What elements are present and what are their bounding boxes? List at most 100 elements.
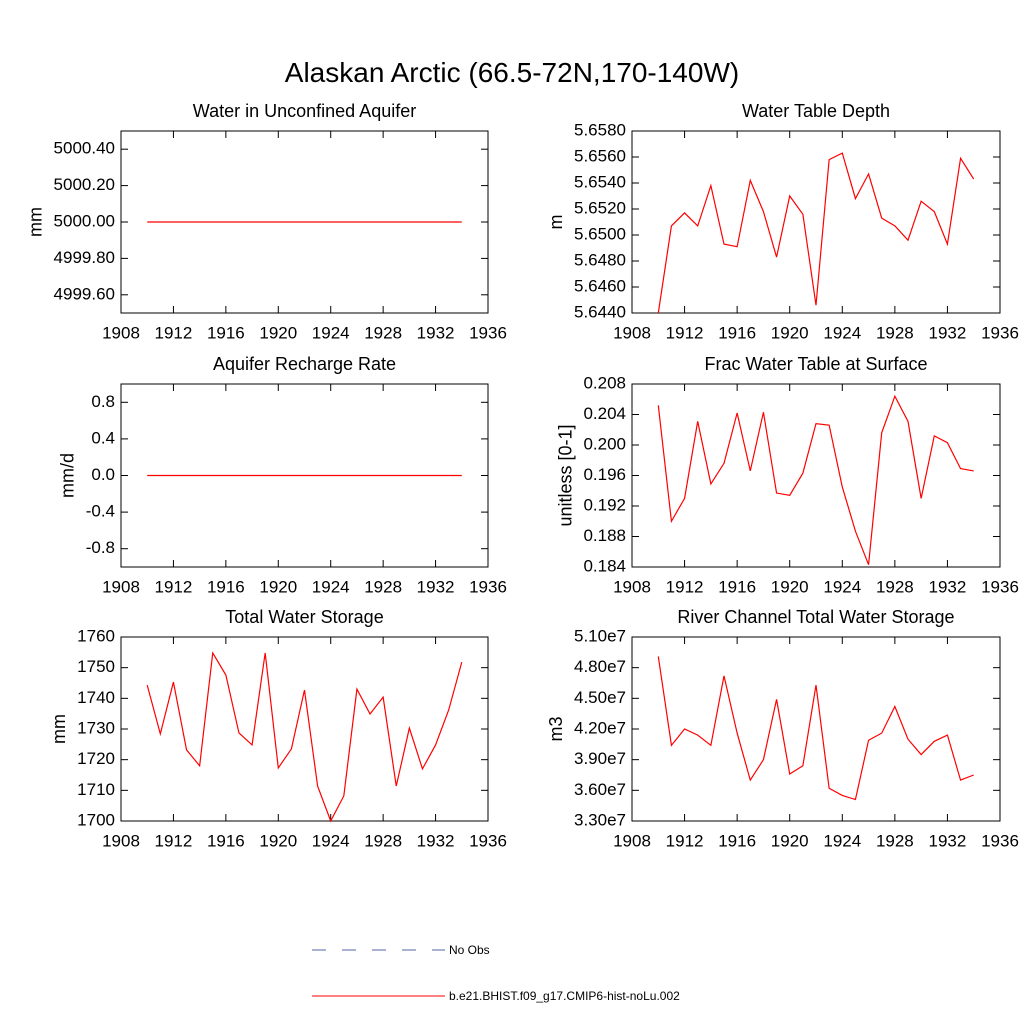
y-tick-label: 0.192	[583, 495, 626, 514]
y-tick-label: 5.6560	[574, 146, 626, 165]
x-tick-label: 1936	[981, 577, 1019, 596]
x-tick-label: 1924	[312, 577, 350, 596]
y-tick-label: 4.20e7	[574, 718, 626, 737]
y-tick-label: 5.6440	[574, 302, 626, 321]
y-axis-label: unitless [0-1]	[555, 424, 575, 526]
x-tick-label: 1928	[364, 323, 402, 342]
x-tick-label: 1912	[155, 323, 193, 342]
panel-title: Water in Unconfined Aquifer	[193, 101, 416, 121]
y-tick-label: 5000.00	[54, 211, 115, 230]
panel-title: Water Table Depth	[742, 101, 890, 121]
x-tick-label: 1932	[417, 323, 455, 342]
y-tick-label: 0.204	[583, 404, 626, 423]
x-tick-label: 1916	[718, 323, 756, 342]
x-tick-label: 1924	[823, 831, 861, 850]
x-tick-label: 1932	[417, 831, 455, 850]
x-tick-label: 1920	[771, 831, 809, 850]
x-tick-label: 1912	[666, 577, 704, 596]
plot-frame	[631, 383, 1001, 568]
x-tick-label: 1924	[312, 831, 350, 850]
plot-frame	[631, 636, 1001, 822]
x-tick-label: 1908	[613, 577, 651, 596]
x-tick-label: 1916	[718, 831, 756, 850]
y-tick-label: 5.6520	[574, 198, 626, 217]
x-tick-label: 1936	[469, 577, 507, 596]
y-tick-label: 5.6460	[574, 276, 626, 295]
x-tick-label: 1920	[771, 323, 809, 342]
data-line	[657, 394, 974, 565]
y-tick-label: 4.80e7	[574, 657, 626, 676]
x-tick-label: 1916	[207, 577, 245, 596]
y-tick-label: 0.0	[91, 465, 115, 484]
x-tick-label: 1908	[102, 577, 140, 596]
y-tick-label: -0.4	[86, 502, 115, 521]
legend: No Obs b.e21.BHIST.f09_g17.CMIP6-hist-noL…	[312, 943, 680, 1003]
y-axis-label: m	[546, 215, 566, 230]
y-tick-label: 0.200	[583, 434, 626, 453]
y-tick-label: 1760	[77, 626, 115, 645]
y-tick-label: 4.50e7	[574, 688, 626, 707]
y-tick-label: 3.60e7	[574, 780, 626, 799]
x-tick-label: 1920	[771, 577, 809, 596]
panel: River Channel Total Water Storage 1908 191…	[546, 607, 1019, 850]
x-tick-label: 1916	[207, 323, 245, 342]
x-tick-label: 1912	[666, 323, 704, 342]
panel-title: Frac Water Table at Surface	[704, 354, 927, 374]
x-tick-label: 1912	[666, 831, 704, 850]
x-tick-label: 1916	[207, 831, 245, 850]
y-tick-label: 1710	[77, 780, 115, 799]
y-tick-label: 1740	[77, 688, 115, 707]
figure-title: Alaskan Arctic (66.5-72N,170-140W)	[285, 57, 739, 88]
x-tick-label: 1924	[312, 323, 350, 342]
y-tick-label: 1750	[77, 657, 115, 676]
x-tick-label: 1912	[155, 577, 193, 596]
x-tick-label: 1932	[929, 577, 967, 596]
y-tick-label: 0.188	[583, 526, 626, 545]
y-tick-label: 3.30e7	[574, 810, 626, 829]
y-tick-label: 5000.20	[54, 175, 115, 194]
panel-title: River Channel Total Water Storage	[677, 607, 954, 627]
data-line	[657, 152, 975, 314]
y-tick-label: 4999.60	[54, 284, 115, 303]
y-tick-label: 0.196	[583, 465, 626, 484]
y-axis-label: mm	[26, 207, 46, 237]
y-tick-label: 1730	[77, 718, 115, 737]
x-tick-label: 1928	[364, 577, 402, 596]
panel-title: Aquifer Recharge Rate	[213, 354, 396, 374]
x-tick-label: 1924	[823, 577, 861, 596]
panel: Frac Water Table at Surface 1908 1912 1916 1…	[555, 354, 1018, 596]
y-tick-label: 5000.40	[54, 139, 115, 158]
y-tick-label: 0.4	[91, 428, 115, 447]
y-tick-label: 1700	[77, 810, 115, 829]
y-tick-label: 4999.80	[54, 248, 115, 267]
y-tick-label: -0.8	[86, 538, 115, 557]
y-axis-label: m3	[546, 716, 566, 741]
panel-title: Total Water Storage	[225, 607, 383, 627]
x-tick-label: 1928	[876, 831, 914, 850]
legend-label: No Obs	[449, 943, 490, 957]
y-tick-label: 5.6540	[574, 172, 626, 191]
x-tick-label: 1908	[102, 831, 140, 850]
x-tick-label: 1936	[981, 323, 1019, 342]
y-tick-label: 0.184	[583, 556, 626, 575]
data-line	[146, 651, 463, 823]
y-tick-label: 0.8	[91, 392, 115, 411]
x-tick-label: 1936	[469, 323, 507, 342]
x-tick-label: 1920	[259, 577, 297, 596]
x-tick-label: 1924	[823, 323, 861, 342]
x-tick-label: 1912	[155, 831, 193, 850]
y-tick-label: 5.6580	[574, 120, 626, 139]
x-tick-label: 1936	[469, 831, 507, 850]
y-tick-label: 3.90e7	[574, 749, 626, 768]
x-tick-label: 1928	[876, 323, 914, 342]
y-tick-label: 5.6480	[574, 250, 626, 269]
y-tick-label: 0.208	[583, 373, 626, 392]
x-tick-label: 1908	[102, 323, 140, 342]
x-tick-label: 1928	[364, 831, 402, 850]
y-tick-label: 1720	[77, 749, 115, 768]
plot-frame	[120, 636, 489, 822]
x-tick-label: 1908	[613, 323, 651, 342]
panel: Total Water Storage 1908 1912 1916 1920 1924 1…	[49, 607, 507, 850]
panel: Water Table Depth 1908 1912 1916 1920 1924 192…	[546, 101, 1019, 342]
